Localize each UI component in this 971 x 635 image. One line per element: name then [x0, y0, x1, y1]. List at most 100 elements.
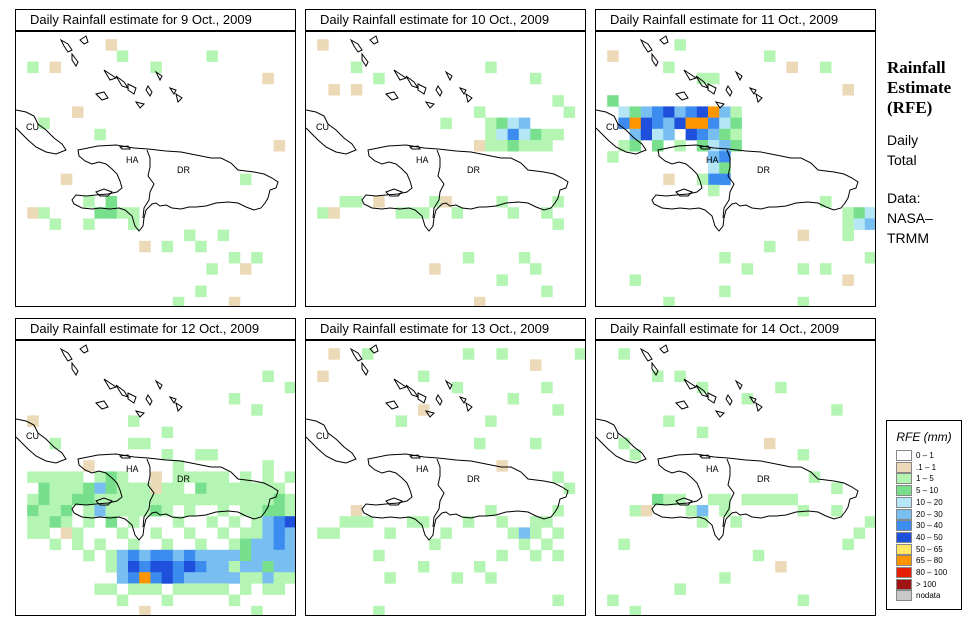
rain-cell [172, 572, 185, 584]
bahamas-island [683, 378, 698, 390]
legend-item: 80 – 100 [896, 567, 947, 578]
rain-cell [38, 207, 50, 219]
rain-cell [842, 274, 854, 286]
rain-cell [217, 505, 230, 517]
legend-label: 0 – 1 [916, 451, 934, 460]
rainfall-map: CU HA DR [16, 35, 286, 306]
rain-cell [184, 471, 196, 483]
rain-cell [240, 493, 252, 506]
rain-cell [719, 173, 731, 186]
data-source-nasa: NASA– [887, 210, 933, 226]
rain-cell [730, 106, 742, 118]
rain-cell [27, 471, 39, 483]
rain-cell [786, 61, 798, 74]
bahamas-island [683, 69, 698, 81]
legend-swatch [896, 555, 912, 567]
rain-cell [161, 594, 174, 607]
country-label-haiti: HA [416, 155, 429, 165]
rain-cell [418, 404, 430, 416]
bahamas-island [71, 361, 79, 376]
legend-label: 20 – 30 [916, 509, 943, 519]
rain-cell [730, 140, 742, 152]
rain-cell [262, 516, 274, 528]
rain-cell [251, 561, 263, 573]
rain-cell [251, 404, 263, 416]
legend-label: 30 – 40 [916, 521, 943, 531]
rfe-title: Rainfall Estimate (RFE) [887, 58, 967, 118]
rain-cell [640, 106, 653, 118]
rain-cell [217, 229, 230, 242]
rain-cell [786, 493, 798, 506]
rain-cell [217, 482, 230, 495]
rain-cell [206, 549, 218, 562]
legend-swatch [896, 578, 912, 590]
rain-cell [195, 572, 207, 584]
rain-cell [49, 471, 62, 483]
rain-cell [652, 140, 664, 152]
legend-item: nodata [896, 590, 940, 602]
tortuga-island [408, 454, 421, 459]
country-label-cuba: CU [26, 431, 39, 441]
rain-cell [161, 561, 174, 573]
haiti-dr-border [142, 458, 155, 528]
rain-cell [842, 538, 854, 551]
rain-cell [72, 471, 84, 483]
rain-cell [195, 538, 207, 551]
rain-cell [161, 572, 174, 584]
panel-title: Daily Rainfall estimate for 13 Oct., 200… [305, 318, 586, 340]
rain-cell [27, 505, 39, 517]
rain-cell [262, 471, 274, 483]
rain-cell [94, 505, 106, 517]
rain-cell [105, 482, 118, 495]
bahamas-island [675, 400, 689, 410]
rain-cell [184, 229, 196, 242]
rain-cell [552, 549, 564, 562]
rain-cell [474, 140, 486, 152]
rainfall-map-panel: CU HA DR [305, 340, 586, 616]
legend-item: > 100 [896, 578, 936, 590]
legend-swatch [896, 473, 912, 485]
rain-cell [696, 117, 709, 130]
rain-cell [462, 348, 475, 360]
rain-cell [485, 572, 497, 584]
rain-cell [83, 493, 95, 506]
rain-cell [161, 449, 174, 461]
rain-cell [842, 84, 854, 96]
rain-cell [496, 460, 508, 472]
rain-cell [217, 561, 230, 573]
rain-cell [105, 196, 118, 208]
rain-cell [831, 404, 843, 416]
legend-swatch [896, 543, 912, 555]
rain-cell [719, 140, 731, 152]
rain-cell [139, 605, 151, 615]
legend-swatch [896, 531, 912, 543]
rainfall-map-panel: CU HA DR [15, 340, 296, 616]
rain-cell [652, 370, 664, 383]
rain-cell [618, 117, 630, 130]
rain-cell [150, 527, 162, 539]
rain-cell [139, 583, 151, 595]
rain-cell [172, 296, 185, 306]
bahamas-island [175, 401, 183, 412]
rain-cell [440, 527, 452, 539]
rain-cell [685, 117, 698, 130]
rain-cell [530, 263, 542, 275]
rain-cell [618, 437, 630, 450]
rfe-title-line1: Rainfall [887, 58, 946, 77]
rain-cell [552, 594, 564, 607]
data-label: Data: [887, 190, 921, 206]
rain-cell [150, 561, 162, 573]
rain-cell [741, 263, 754, 275]
rain-cell [440, 196, 452, 208]
rain-cell [94, 538, 106, 551]
rain-cell [105, 549, 118, 562]
rain-cell [674, 117, 686, 130]
gonave-island [385, 188, 403, 197]
rain-cell [418, 370, 430, 383]
rain-cell [262, 538, 274, 551]
rain-cell [217, 549, 230, 562]
rain-cell [395, 415, 408, 427]
bahamas-island [393, 378, 408, 390]
rain-cell [228, 393, 241, 405]
rain-cell [496, 140, 508, 152]
